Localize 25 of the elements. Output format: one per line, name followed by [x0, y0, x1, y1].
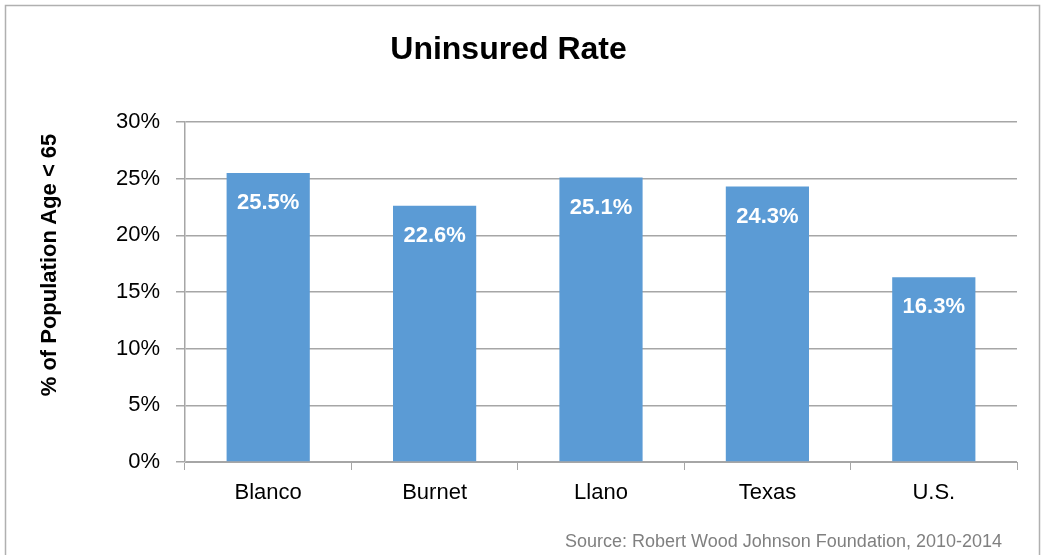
- x-tick-label: U.S.: [912, 479, 956, 505]
- y-tick-label: 5%: [128, 391, 160, 417]
- bar: [559, 177, 643, 462]
- y-tick-label: 20%: [115, 221, 160, 247]
- bar: [226, 173, 310, 462]
- y-tick-label: 15%: [115, 278, 160, 304]
- chart-title: Uninsured Rate: [390, 30, 627, 67]
- x-tick-label: Llano: [574, 479, 628, 505]
- bar: [892, 277, 976, 462]
- data-label: 24.3%: [736, 202, 799, 228]
- data-label: 25.1%: [569, 193, 633, 219]
- data-label: 16.3%: [902, 293, 965, 319]
- y-axis-title: % of Population Age < 65: [36, 133, 62, 397]
- y-tick-label: 10%: [115, 334, 160, 360]
- source-note: Source: Robert Wood Johnson Foundation, 2010-2014: [565, 530, 1002, 551]
- x-tick-label: Texas: [738, 479, 797, 505]
- y-tick-label: 25%: [115, 164, 160, 190]
- bar: [725, 186, 809, 462]
- x-tick-label: Blanco: [234, 479, 302, 505]
- bar: [393, 205, 477, 462]
- y-tick-label: 30%: [115, 108, 160, 134]
- x-tick-label: Burnet: [402, 479, 468, 505]
- data-label: 25.5%: [237, 189, 300, 215]
- y-tick-label: 0%: [128, 448, 160, 474]
- data-label: 22.6%: [403, 221, 466, 247]
